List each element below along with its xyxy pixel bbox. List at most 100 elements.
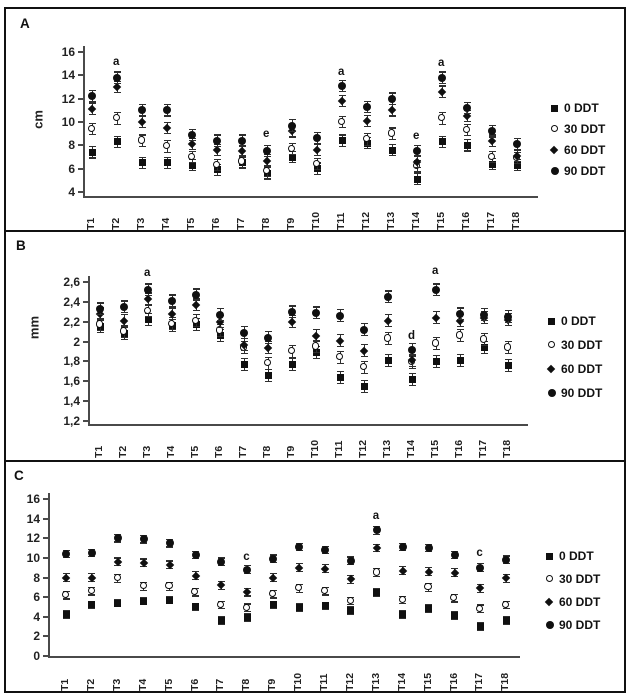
error-bar-cap [313,169,321,171]
data-point-marker-30-ddt [311,342,319,350]
data-point-marker-60-ddt [362,116,372,126]
category-label: T14 [395,672,408,691]
error-bar-cap [504,310,512,312]
error-bar-cap [388,143,396,145]
error-bar-cap [425,612,433,614]
data-point-marker-0-ddt [451,612,458,620]
error-bar-cap [113,92,121,94]
error-bar-cap [216,340,224,343]
error-bar-cap [488,125,496,127]
legend-label: 60 DDT [559,595,601,609]
data-point-marker-30-ddt [431,339,439,347]
error-bar-cap [288,317,296,319]
error-bar-cap [384,332,392,334]
error-bar-cap [432,348,440,350]
category-label: T11 [318,673,330,691]
data-point-marker-90-ddt [336,311,344,320]
data-point-marker-0-ddt [373,588,381,596]
panel-divider-ab [4,230,626,232]
error-bar-cap [384,353,392,356]
legend-marker-open-circle [546,574,554,582]
y-tick-mark [43,537,48,540]
error-bar-cap [263,144,271,147]
error-bar-cap [168,306,176,308]
y-tick-mark [43,517,48,520]
error-bar-cap [295,611,303,613]
data-point-marker-30-ddt [312,159,320,167]
data-point-marker-30-ddt [212,160,220,169]
annotation-letter: c [243,550,250,563]
error-bar-cap [88,157,96,159]
x-axis-line [88,424,528,426]
data-point-marker-30-ddt [450,593,458,602]
error-bar-cap [288,357,296,360]
category-label: T10 [292,672,305,691]
error-bar-cap [502,581,510,583]
error-bar-cap [312,306,320,308]
error-bar-cap [88,594,96,596]
error-bar-cap [163,115,171,117]
y-tick-mark [43,635,48,638]
legend-label: 90 DDT [561,386,603,400]
error-bar-cap [62,618,70,620]
data-point-marker-60-ddt [263,343,273,352]
error-bar-cap [513,149,521,151]
data-point-marker-0-ddt [166,596,174,604]
category-label: T17 [485,211,497,230]
error-bar-cap [408,384,416,386]
error-bar-cap [313,155,321,157]
error-bar-cap [96,329,104,332]
annotation-letter: e [263,127,270,140]
error-bar-cap [360,391,368,393]
error-bar-cap [138,145,146,147]
category-label: T13 [381,439,393,458]
error-bar-cap [168,328,176,331]
data-point-marker-30-ddt [337,117,345,125]
data-point-marker-0-ddt [476,623,484,631]
data-point-marker-30-ddt [243,603,251,611]
error-bar-cap [288,130,296,132]
error-bar-cap [263,176,271,178]
y-axis-line [48,493,50,658]
error-bar-cap [438,71,446,73]
error-bar-cap [399,618,407,620]
data-point-marker-90-ddt [463,104,471,112]
data-point-marker-90-ddt [264,333,272,342]
error-bar-cap [217,623,225,626]
error-bar-cap [140,596,148,598]
data-point-marker-30-ddt [139,582,147,590]
error-bar-cap [243,595,251,597]
error-bar-cap [513,137,521,140]
error-bar-cap [360,323,368,325]
error-bar-cap [88,114,96,116]
error-bar-cap [480,352,488,354]
data-point-marker-30-ddt [455,331,463,339]
data-point-marker-30-ddt [61,590,69,599]
data-point-marker-0-ddt [360,382,368,390]
data-point-marker-30-ddt [262,166,270,174]
category-label: T15 [421,672,434,691]
data-point-marker-30-ddt [476,604,484,612]
error-bar-cap [425,590,433,592]
data-point-marker-0-ddt [295,604,303,612]
legend-label: 0 DDT [561,314,596,328]
data-point-marker-30-ddt [167,319,175,327]
category-label: T17 [477,439,489,458]
error-bar-cap [138,167,146,170]
category-label: T17 [473,672,486,691]
error-bar-cap [336,382,344,384]
error-bar-cap [88,134,96,136]
error-bar-cap [504,370,512,372]
y-tick-label: 14 [61,68,75,83]
y-tick-label: 6 [33,590,40,605]
data-point-marker-30-ddt [217,600,225,608]
data-point-marker-0-ddt [504,361,512,369]
error-bar-cap [243,611,251,613]
error-bar-cap [488,169,496,171]
error-bar-cap [192,610,199,612]
error-bar-cap [312,351,320,353]
data-point-marker-30-ddt [359,363,367,371]
error-bar-cap [388,127,396,129]
error-bar-cap [188,170,196,172]
error-bar-cap [264,368,272,370]
